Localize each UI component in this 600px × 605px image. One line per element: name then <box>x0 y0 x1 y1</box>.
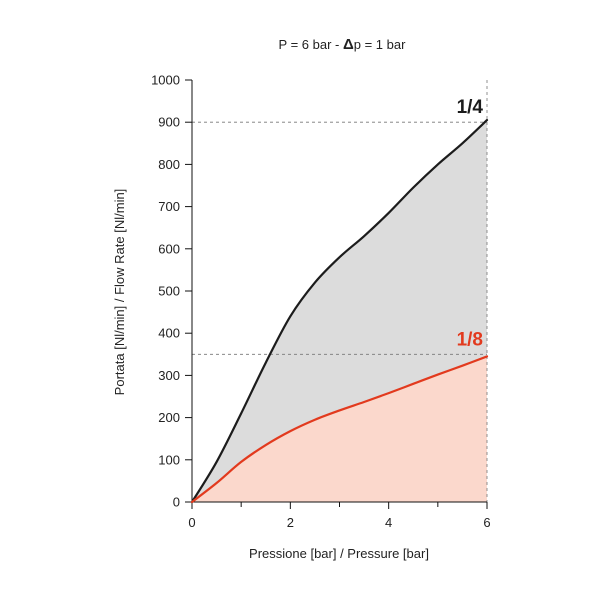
series-label-0: 1/4 <box>457 97 484 118</box>
y-tick-label-800: 800 <box>158 157 180 172</box>
y-axis-label: Portata [Nl/min] / Flow Rate [Nl/min] <box>112 189 127 396</box>
series-line-1 <box>190 355 489 504</box>
y-tick-label-100: 100 <box>158 452 180 467</box>
y-tick-label-700: 700 <box>158 199 180 214</box>
y-tick-label-1000: 1000 <box>151 73 180 88</box>
x-tick-label-6: 6 <box>483 515 490 530</box>
y-tick-label-300: 300 <box>158 368 180 383</box>
series-area-1 <box>192 356 487 502</box>
chart-title-suffix: p = 1 bar <box>354 37 406 52</box>
y-tick-label-200: 200 <box>158 410 180 425</box>
y-tick-label-400: 400 <box>158 326 180 341</box>
y-tick-label-0: 0 <box>173 495 180 510</box>
chart-title-prefix: P = 6 bar - <box>279 37 343 52</box>
x-axis-label: Pressione [bar] / Pressure [bar] <box>249 546 429 561</box>
y-tick-label-600: 600 <box>158 241 180 256</box>
series-line-0 <box>190 118 489 504</box>
chart-title-delta: Δ <box>343 36 354 53</box>
y-tick-label-900: 900 <box>158 115 180 130</box>
x-tick-label-0: 0 <box>188 515 195 530</box>
series-label-1: 1/8 <box>457 329 483 350</box>
chart-title: P = 6 bar - Δp = 1 bar <box>279 36 407 53</box>
x-tick-label-4: 4 <box>385 515 392 530</box>
x-tick-label-2: 2 <box>287 515 294 530</box>
y-tick-label-500: 500 <box>158 284 180 299</box>
